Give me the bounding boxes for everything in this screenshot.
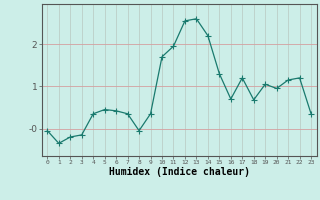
X-axis label: Humidex (Indice chaleur): Humidex (Indice chaleur): [109, 167, 250, 177]
